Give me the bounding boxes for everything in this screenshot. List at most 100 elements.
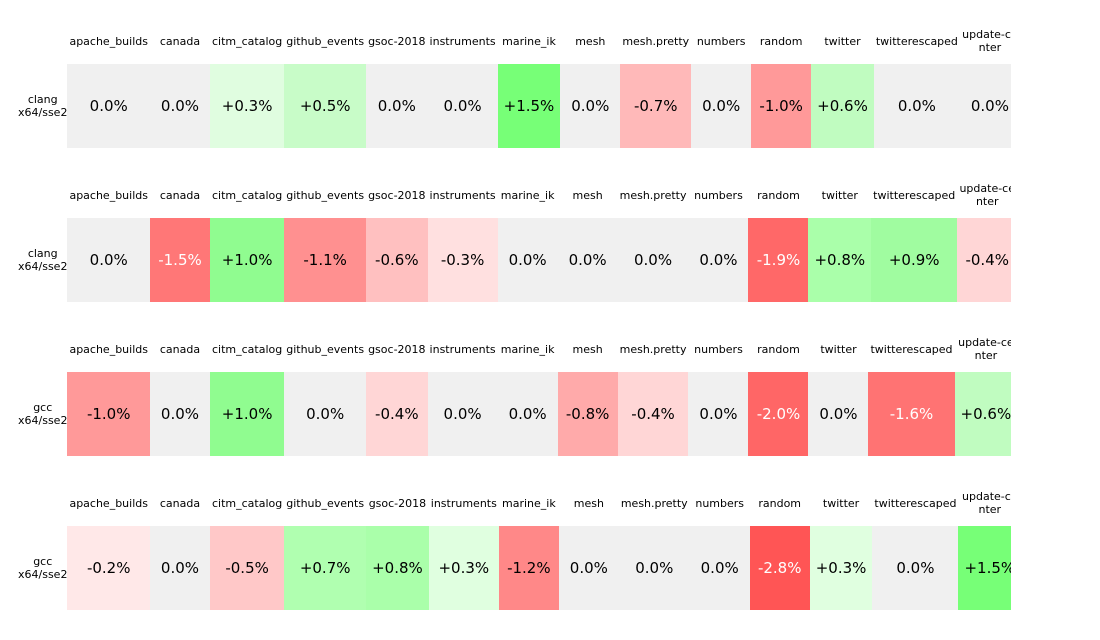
column-header: github_events: [286, 34, 365, 48]
column-header: gsoc-2018: [368, 34, 426, 48]
value-cell: 0.0%: [427, 372, 498, 456]
value-cell: +1.0%: [209, 218, 285, 302]
column-header: canada: [159, 496, 201, 510]
value-cell: 0.0%: [67, 218, 150, 302]
column-header: gsoc-2018: [368, 342, 426, 356]
column-header: numbers: [694, 188, 743, 202]
value-cell: -0.4%: [957, 218, 1011, 302]
value-cell: +0.7%: [284, 526, 367, 610]
column-header: twitter: [824, 34, 861, 48]
value-cell: +0.9%: [871, 218, 958, 302]
result-table: apache_builds canada citm_catalog github_ev…: [18, 326, 1011, 456]
result-table: apache_builds canada citm_catalog github_ev…: [18, 18, 1011, 148]
value-cell: +0.6%: [954, 372, 1011, 456]
column-header: random: [758, 496, 802, 510]
column-header: twitter: [820, 342, 857, 356]
value-cell: 0.0%: [366, 64, 428, 148]
value-cell: 0.0%: [688, 372, 749, 456]
column-header: numbers: [694, 342, 743, 356]
row-label: gcc x64/sse2: [18, 401, 68, 427]
column-header: mesh: [572, 342, 603, 356]
column-header: citm_catalog: [211, 496, 283, 510]
value-cell: 0.0%: [497, 372, 558, 456]
value-cell: +0.3%: [809, 526, 873, 610]
column-header: apache_builds: [69, 34, 148, 48]
value-cell: -1.6%: [868, 372, 955, 456]
column-header: update-center: [962, 28, 1011, 54]
value-cell: 0.0%: [557, 218, 618, 302]
block: apache_builds canada citm_catalog github_ev…: [18, 480, 1011, 616]
result-table: apache_builds canada citm_catalog github_ev…: [18, 172, 1011, 302]
value-cell: 0.0%: [689, 526, 750, 610]
value-cell: 0.0%: [149, 64, 210, 148]
column-header: marine_ik: [502, 34, 556, 48]
value-cell: 0.0%: [284, 372, 367, 456]
column-header: apache_builds: [69, 496, 148, 510]
result-table: apache_builds canada citm_catalog github_ev…: [18, 480, 1011, 610]
corner: [18, 326, 67, 372]
value-cell: +0.8%: [808, 218, 872, 302]
row-label: clang x64/sse2: [18, 93, 68, 119]
corner: [18, 18, 67, 64]
column-header: gsoc-2018: [368, 188, 426, 202]
value-cell: +1.5%: [958, 526, 1011, 610]
value-row: clang x64/sse2 0.0% 0.0% +0.3% +0.5% 0.0% 0.0%…: [18, 64, 1011, 148]
column-header: instruments: [429, 34, 496, 48]
value-cell: 0.0%: [427, 64, 498, 148]
column-header: github_events: [286, 342, 365, 356]
value-cell: -1.9%: [748, 218, 809, 302]
column-header: twitter: [821, 188, 858, 202]
corner: [18, 480, 67, 526]
value-cell: 0.0%: [873, 64, 960, 148]
value-cell: 0.0%: [617, 218, 689, 302]
value-cell: -0.8%: [557, 372, 618, 456]
value-cell: -0.7%: [620, 64, 692, 148]
column-header: mesh: [572, 188, 603, 202]
value-cell: 0.0%: [149, 372, 210, 456]
column-header: update-center: [959, 182, 1011, 208]
header-row: apache_builds canada citm_catalog github_ev…: [18, 480, 1011, 526]
column-header: mesh.pretty: [620, 496, 688, 510]
value-cell: -0.3%: [427, 218, 498, 302]
value-cell: +0.5%: [284, 64, 367, 148]
value-cell: -0.2%: [67, 526, 150, 610]
column-header: mesh: [573, 496, 604, 510]
value-cell: -0.4%: [617, 372, 689, 456]
value-cell: +0.6%: [811, 64, 874, 148]
value-cell: 0.0%: [959, 64, 1011, 148]
column-header: twitterescaped: [873, 188, 956, 202]
value-cell: -1.5%: [149, 218, 210, 302]
column-header: mesh: [575, 34, 606, 48]
column-header: apache_builds: [69, 342, 148, 356]
value-cell: 0.0%: [67, 64, 150, 148]
column-header: citm_catalog: [211, 342, 283, 356]
block: apache_builds canada citm_catalog github_ev…: [18, 172, 1011, 308]
column-header: github_events: [286, 496, 365, 510]
column-header: twitter: [822, 496, 860, 510]
column-header: random: [757, 342, 800, 356]
value-cell: -1.0%: [67, 372, 150, 456]
column-header: apache_builds: [69, 188, 148, 202]
value-cell: -1.2%: [498, 526, 559, 610]
value-row: gcc x64/sse2 -0.2% 0.0% -0.5% +0.7% +0.8% +0.3…: [18, 526, 1011, 610]
header-row: apache_builds canada citm_catalog github_ev…: [18, 18, 1011, 64]
value-cell: 0.0%: [560, 64, 621, 148]
column-header: gsoc-2018: [368, 496, 427, 510]
corner: [18, 172, 67, 218]
value-cell: +0.3%: [209, 64, 285, 148]
column-header: twitterescaped: [874, 496, 957, 510]
header-row: apache_builds canada citm_catalog github_ev…: [18, 326, 1011, 372]
column-header: canada: [159, 188, 201, 202]
row-label: gcc x64/sse2: [18, 555, 68, 581]
row-label: clang x64/sse2: [18, 247, 68, 273]
value-cell: -2.0%: [748, 372, 809, 456]
value-cell: +0.3%: [428, 526, 499, 610]
value-cell: -1.0%: [751, 64, 812, 148]
value-cell: -1.1%: [284, 218, 367, 302]
block: apache_builds canada citm_catalog github_ev…: [18, 18, 1011, 154]
column-header: instruments: [429, 342, 496, 356]
value-cell: +1.5%: [497, 64, 561, 148]
column-header: mesh.pretty: [619, 342, 687, 356]
column-header: marine_ik: [501, 496, 556, 510]
